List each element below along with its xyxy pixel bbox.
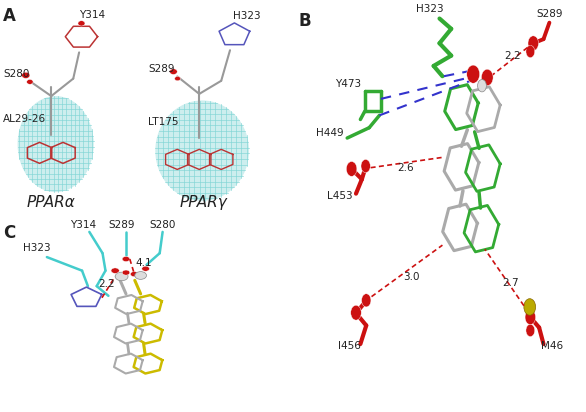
Circle shape: [26, 80, 33, 84]
Text: 2.7: 2.7: [503, 279, 519, 288]
Text: S289: S289: [108, 220, 135, 230]
Text: H449: H449: [316, 128, 344, 138]
Text: 2.2: 2.2: [98, 279, 115, 289]
Text: S280: S280: [149, 220, 176, 230]
Circle shape: [524, 299, 536, 315]
Ellipse shape: [155, 101, 249, 201]
Text: L453: L453: [327, 191, 352, 201]
Circle shape: [361, 159, 370, 173]
Text: S289: S289: [536, 9, 563, 19]
Text: Y314: Y314: [70, 220, 97, 230]
Text: A: A: [3, 7, 16, 25]
Circle shape: [346, 162, 357, 176]
Circle shape: [122, 270, 130, 275]
Circle shape: [135, 272, 146, 279]
Circle shape: [350, 305, 361, 320]
Circle shape: [175, 77, 180, 81]
Text: Y473: Y473: [335, 79, 362, 89]
Circle shape: [478, 80, 486, 92]
Ellipse shape: [18, 96, 94, 192]
Text: B: B: [299, 12, 312, 30]
Circle shape: [122, 257, 130, 262]
Polygon shape: [71, 287, 102, 307]
Text: H323: H323: [416, 5, 444, 14]
Text: PPARγ: PPARγ: [180, 194, 227, 210]
Text: AL29-26: AL29-26: [3, 115, 46, 124]
Circle shape: [482, 69, 493, 86]
Text: H323: H323: [233, 11, 261, 21]
Text: 2.2: 2.2: [504, 51, 520, 61]
Text: M46: M46: [541, 341, 563, 351]
Text: H323: H323: [23, 243, 51, 253]
Text: LT175: LT175: [148, 117, 179, 126]
Text: S280: S280: [3, 69, 29, 79]
Circle shape: [466, 65, 479, 83]
Text: PPARα: PPARα: [27, 194, 76, 210]
Circle shape: [115, 272, 128, 281]
Text: I456: I456: [339, 341, 362, 351]
Text: 4.1: 4.1: [135, 258, 152, 268]
Circle shape: [22, 72, 30, 78]
Circle shape: [131, 272, 138, 276]
Text: 2.6: 2.6: [397, 163, 414, 173]
Circle shape: [528, 36, 539, 51]
Text: 3.0: 3.0: [403, 272, 420, 282]
Text: C: C: [3, 224, 15, 242]
Circle shape: [526, 45, 535, 58]
Circle shape: [142, 266, 149, 271]
Circle shape: [78, 21, 85, 26]
Text: Y314: Y314: [79, 9, 105, 20]
Circle shape: [170, 69, 177, 75]
Text: S289: S289: [148, 64, 175, 74]
Circle shape: [526, 324, 535, 337]
Circle shape: [362, 294, 371, 307]
Circle shape: [525, 310, 536, 325]
Circle shape: [111, 268, 120, 273]
